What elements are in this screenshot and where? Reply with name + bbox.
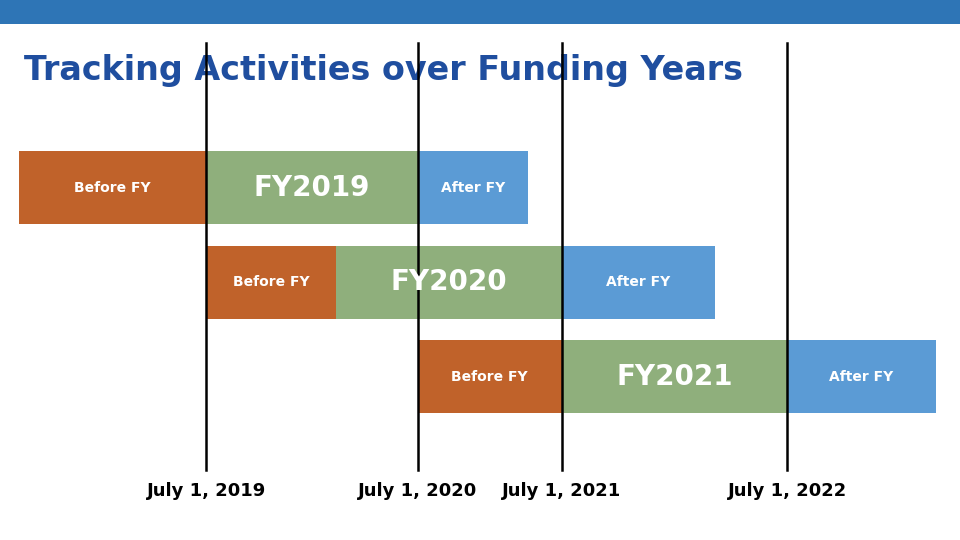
Text: FY2021: FY2021: [616, 363, 732, 390]
Text: July 1, 2019: July 1, 2019: [147, 482, 266, 501]
Bar: [19, 151, 206, 224]
Bar: [418, 151, 528, 224]
Text: Before FY: Before FY: [233, 275, 309, 289]
Text: July 1, 2020: July 1, 2020: [358, 482, 477, 501]
Bar: [787, 340, 936, 413]
Bar: [206, 151, 418, 224]
Bar: [336, 246, 562, 319]
Bar: [418, 340, 562, 413]
Text: July 1, 2022: July 1, 2022: [728, 482, 847, 501]
Bar: [206, 246, 336, 319]
Text: FY2019: FY2019: [253, 174, 371, 201]
Text: After FY: After FY: [829, 370, 894, 383]
Text: Before FY: Before FY: [451, 370, 528, 383]
Text: After FY: After FY: [607, 275, 670, 289]
Bar: [562, 340, 787, 413]
Text: July 1, 2021: July 1, 2021: [502, 482, 621, 501]
Bar: [562, 246, 715, 319]
Text: After FY: After FY: [441, 181, 505, 194]
Text: Tracking Activities over Funding Years: Tracking Activities over Funding Years: [24, 54, 743, 87]
Text: FY2020: FY2020: [391, 268, 507, 296]
Text: Before FY: Before FY: [75, 181, 151, 194]
